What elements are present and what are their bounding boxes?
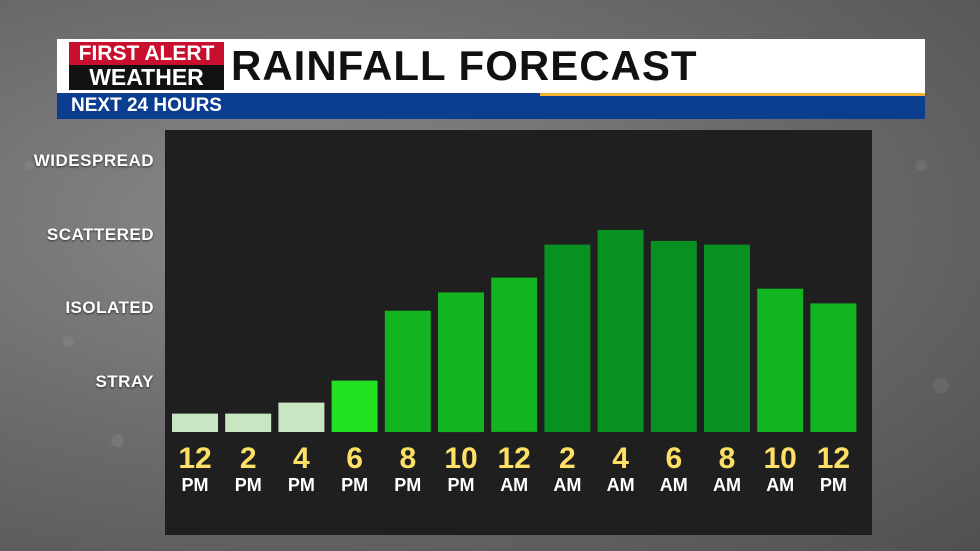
x-tick-hour-12: 12 — [817, 442, 850, 475]
x-tick-hour-6: 12 — [498, 442, 531, 475]
bar-0 — [172, 413, 218, 432]
x-tick-hour-7: 2 — [559, 442, 576, 475]
x-tick-ampm-2: PM — [288, 475, 315, 495]
x-tick-hour-5: 10 — [444, 442, 477, 475]
bar-4 — [384, 310, 431, 432]
x-tick-ampm-12: PM — [820, 475, 847, 495]
bar-3 — [331, 380, 378, 432]
x-tick-hour-2: 4 — [293, 442, 310, 475]
subtitle-bar: NEXT 24 HOURS — [57, 93, 925, 119]
x-tick-ampm-1: PM — [235, 475, 262, 495]
bar-8 — [597, 229, 644, 432]
bar-7 — [544, 244, 591, 432]
bar-2 — [278, 402, 325, 432]
x-tick-hour-4: 8 — [399, 442, 416, 475]
logo-bottom-text: WEATHER — [69, 65, 224, 90]
x-tick-hour-1: 2 — [240, 442, 257, 475]
x-tick-ampm-4: PM — [394, 475, 421, 495]
y-label-widespread: WIDESPREAD — [33, 151, 154, 170]
x-tick-ampm-0: PM — [182, 475, 209, 495]
x-tick-hour-9: 6 — [665, 442, 682, 475]
x-tick-ampm-6: AM — [500, 475, 528, 495]
bar-1 — [225, 413, 272, 432]
bar-5 — [438, 292, 484, 433]
x-tick-ampm-8: AM — [607, 475, 635, 495]
x-tick-hour-3: 6 — [346, 442, 363, 475]
bar-12 — [810, 303, 857, 432]
bar-10 — [704, 244, 750, 432]
page-title: RAINFALL FORECAST — [231, 42, 698, 89]
y-label-scattered: SCATTERED — [46, 225, 154, 244]
x-tick-ampm-5: PM — [448, 475, 475, 495]
bar-9 — [650, 240, 697, 432]
bar-6 — [491, 277, 538, 432]
x-tick-hour-8: 4 — [612, 442, 629, 475]
header-bar: FIRST ALERT WEATHER RAINFALL FORECAST — [57, 39, 925, 93]
first-alert-weather-logo: FIRST ALERT WEATHER — [69, 42, 224, 90]
logo-top-text: FIRST ALERT — [69, 42, 224, 65]
x-tick-ampm-9: AM — [660, 475, 688, 495]
page-subtitle: NEXT 24 HOURS — [71, 95, 222, 116]
bar-11 — [757, 288, 804, 432]
y-label-isolated: ISOLATED — [65, 298, 154, 317]
x-tick-hour-11: 10 — [764, 442, 797, 475]
x-tick-hour-10: 8 — [719, 442, 736, 475]
x-tick-ampm-3: PM — [341, 475, 368, 495]
x-tick-hour-0: 12 — [178, 442, 211, 475]
x-tick-ampm-10: AM — [713, 475, 741, 495]
subtitle-accent-line — [540, 93, 925, 96]
x-tick-ampm-7: AM — [553, 475, 581, 495]
y-label-stray: STRAY — [95, 372, 154, 391]
x-tick-ampm-11: AM — [766, 475, 794, 495]
